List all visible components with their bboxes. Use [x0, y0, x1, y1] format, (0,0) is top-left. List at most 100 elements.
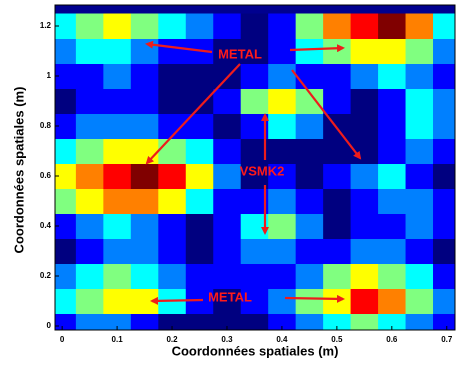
- heat-cell: [103, 288, 132, 314]
- heat-cell: [268, 138, 297, 164]
- heat-cell: [103, 238, 132, 264]
- heat-cell: [323, 238, 352, 264]
- heat-cell: [323, 313, 352, 330]
- heat-cell: [350, 238, 379, 264]
- heat-cell: [295, 138, 324, 164]
- heat-cell: [158, 138, 187, 164]
- heat-cell: [75, 188, 104, 214]
- y-tick-label: 0.6: [40, 171, 52, 180]
- heat-cell: [323, 63, 352, 89]
- heat-cell: [55, 88, 77, 114]
- heat-cell: [433, 263, 455, 289]
- heat-cell: [378, 313, 407, 330]
- heat-cell: [130, 38, 159, 64]
- heat-cell: [295, 113, 324, 139]
- heat-cell: [378, 38, 407, 64]
- heat-cell: [323, 88, 352, 114]
- heat-cell: [240, 263, 269, 289]
- heat-cell: [268, 188, 297, 214]
- heat-cell: [55, 263, 77, 289]
- heat-cell: [103, 38, 132, 64]
- heat-cell: [55, 163, 77, 189]
- heat-cell: [350, 38, 379, 64]
- heat-cell: [103, 163, 132, 189]
- y-axis-label: Coordonnées spatiales (m): [11, 87, 26, 254]
- heat-cell: [130, 113, 159, 139]
- arrow: [150, 296, 204, 305]
- heat-cell: [268, 88, 297, 114]
- heat-cell: [213, 13, 242, 39]
- heat-cell: [158, 263, 187, 289]
- heat-cell: [103, 188, 132, 214]
- heat-cell: [158, 213, 187, 239]
- heat-cell: [378, 288, 407, 314]
- heat-cell: [75, 38, 104, 64]
- heat-cell: [130, 88, 159, 114]
- heat-cell: [213, 213, 242, 239]
- y-tick-label: 1: [47, 71, 52, 80]
- heat-cell: [75, 213, 104, 239]
- heat-cell: [158, 188, 187, 214]
- heat-cell: [240, 313, 269, 330]
- heat-cell: [350, 88, 379, 114]
- heat-cell: [350, 313, 379, 330]
- x-tick-label: 0: [60, 335, 65, 344]
- heat-cell: [405, 13, 434, 39]
- heat-cell: [130, 63, 159, 89]
- heat-cell: [433, 38, 455, 64]
- heat-cell: [130, 163, 159, 189]
- heat-cell: [433, 138, 455, 164]
- heat-cell: [240, 288, 269, 314]
- heat-cell: [268, 163, 297, 189]
- heat-cell: [75, 313, 104, 330]
- heat-cell: [130, 213, 159, 239]
- heat-cell: [268, 288, 297, 314]
- heat-cell: [130, 263, 159, 289]
- heat-cell: [158, 88, 187, 114]
- heat-cell: [405, 263, 434, 289]
- heat-cell: [185, 188, 214, 214]
- heat-cell: [433, 13, 455, 39]
- heat-cell: [55, 188, 77, 214]
- heat-cell: [295, 213, 324, 239]
- y-tick-label: 0.8: [40, 121, 52, 130]
- heat-cell: [103, 113, 132, 139]
- heat-cell: [130, 138, 159, 164]
- x-tick-label: 0.2: [166, 335, 178, 344]
- heat-cell: [103, 63, 132, 89]
- heat-cell: [350, 113, 379, 139]
- heat-cell: [213, 288, 242, 314]
- heat-cell: [433, 238, 455, 264]
- heat-cell: [378, 163, 407, 189]
- heat-cell: [295, 238, 324, 264]
- heat-cell: [213, 238, 242, 264]
- x-tick-label: 0.5: [331, 335, 343, 344]
- heat-cell: [158, 63, 187, 89]
- heat-cell: [405, 113, 434, 139]
- heat-cell: [185, 238, 214, 264]
- heat-cell: [158, 238, 187, 264]
- annotation: VSMK2: [240, 163, 285, 178]
- heat-cell: [55, 13, 77, 39]
- arrow: [145, 40, 213, 54]
- arrow: [291, 69, 362, 160]
- heat-cell: [55, 113, 77, 139]
- axes: 0 0.1 0.2 0.3 0.4 0.5 0.6 0.7 0 0.2 0.4 0.6 0.8 1 1.2: [40, 21, 453, 344]
- heat-cell: [213, 38, 242, 64]
- heat-cell: [240, 163, 269, 189]
- y-tick-label: 0: [47, 321, 52, 330]
- heatmap: [55, 13, 455, 330]
- heat-cell: [378, 138, 407, 164]
- heat-cell: [103, 88, 132, 114]
- heat-cell: [405, 313, 434, 330]
- heat-cell: [268, 13, 297, 39]
- heat-cell: [350, 63, 379, 89]
- heat-cell: [378, 63, 407, 89]
- heat-cell: [433, 313, 455, 330]
- heat-cell: [378, 88, 407, 114]
- heat-cell: [323, 163, 352, 189]
- heat-cell: [405, 163, 434, 189]
- heat-cell: [213, 163, 242, 189]
- heat-cell: [103, 213, 132, 239]
